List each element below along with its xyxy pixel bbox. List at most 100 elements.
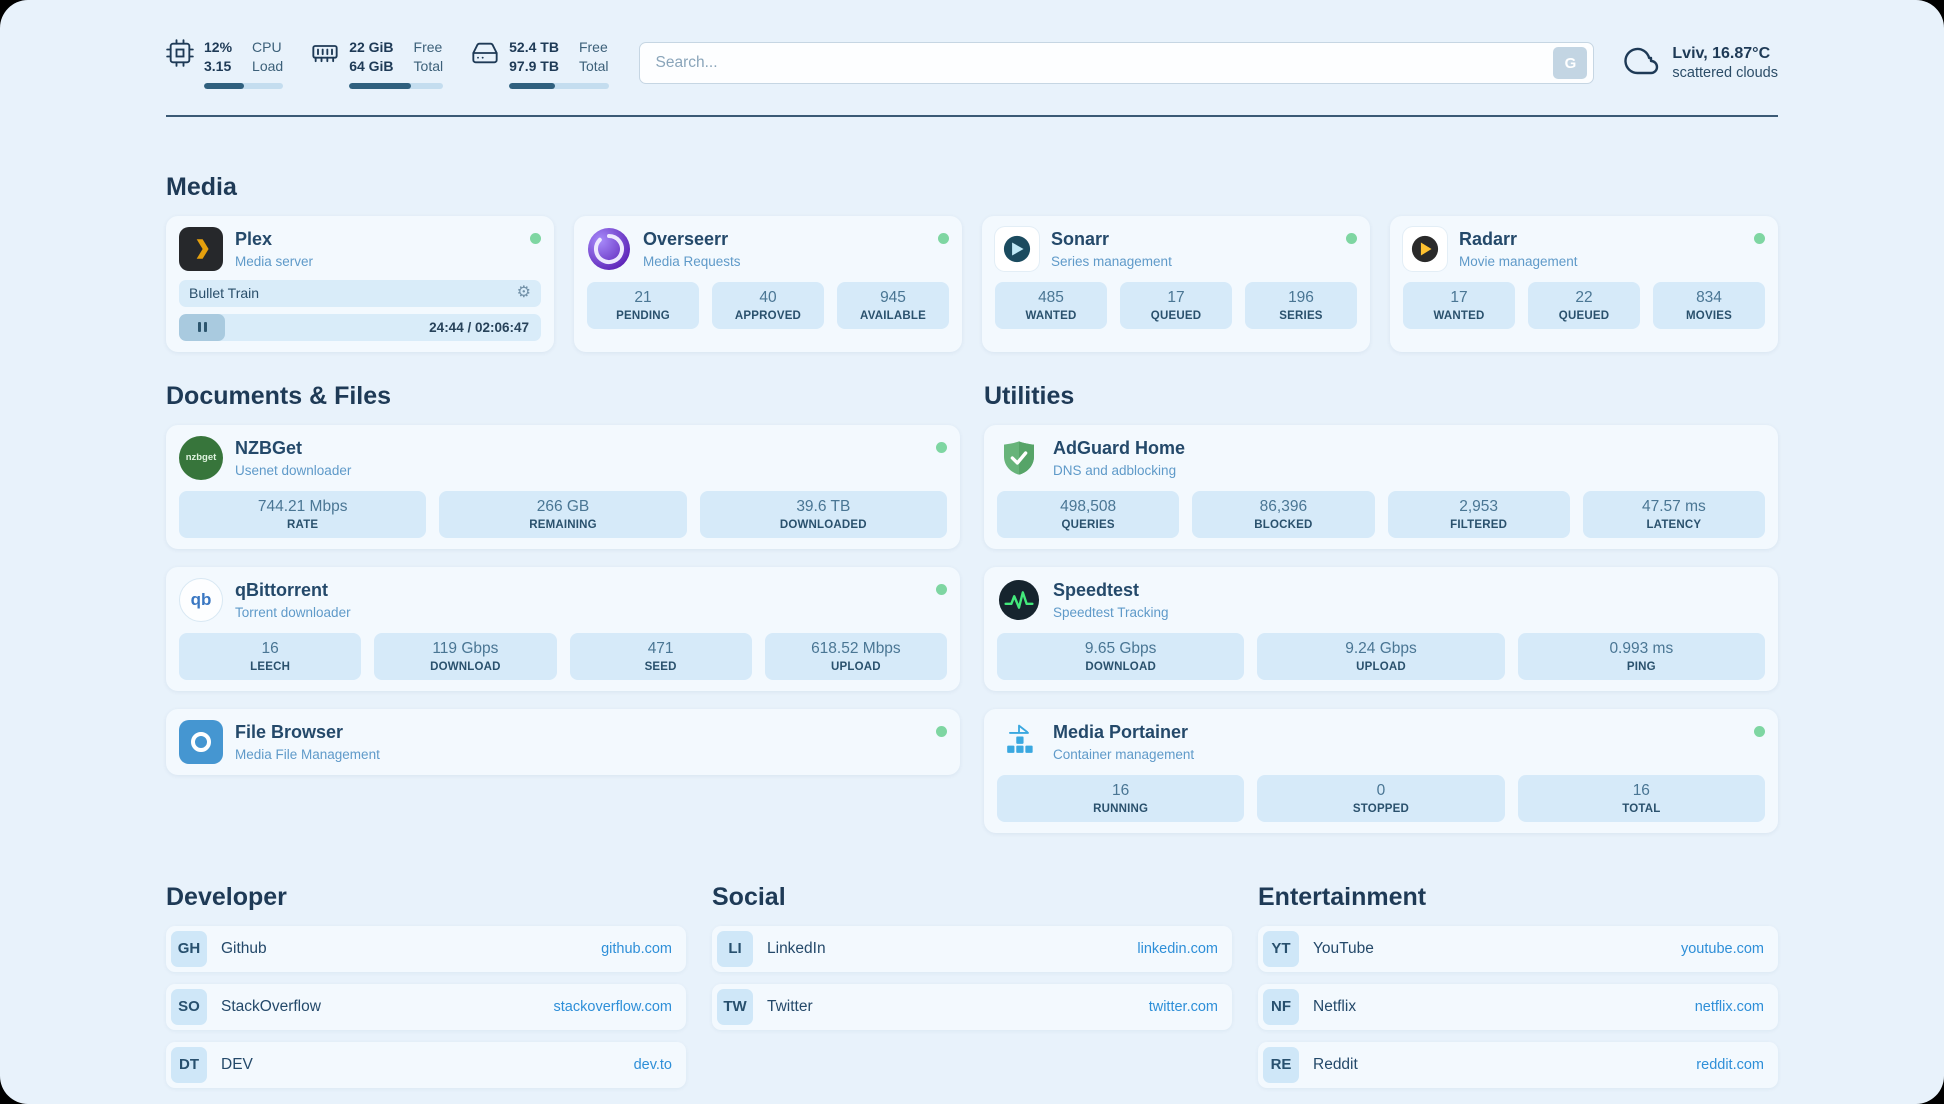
plex-icon <box>179 226 223 271</box>
app-card-speedtest[interactable]: Speedtest Speedtest Tracking 9.65 Gbps D… <box>984 566 1778 691</box>
nzbget-icon: nzbget <box>179 435 223 480</box>
cpu-icon <box>166 39 194 72</box>
bookmark-twitter[interactable]: TW Twitter twitter.com <box>712 983 1232 1030</box>
app-name: Speedtest <box>1053 579 1140 600</box>
stat-series: 196 SERIES <box>1245 281 1357 329</box>
stat-blocked: 86,396 BLOCKED <box>1192 490 1375 538</box>
now-playing-row: Bullet Train ⚙ <box>179 279 541 307</box>
stat-download: 119 Gbps DOWNLOAD <box>374 632 557 680</box>
cpu-percent: 12% <box>204 39 233 55</box>
ram-total: 64 GiB <box>349 57 394 74</box>
app-name: Sonarr <box>1051 228 1110 249</box>
filebrowser-icon <box>179 719 223 764</box>
cpu-label-1: CPU <box>252 39 282 55</box>
stat-ping: 0.993 ms PING <box>1517 632 1765 680</box>
ram-widget: 22 GiB 64 GiB Free Total <box>311 38 444 89</box>
search-engine-button[interactable]: G <box>1553 47 1588 80</box>
app-card-adguard[interactable]: AdGuard Home DNS and adblocking 498,508 … <box>984 424 1778 549</box>
qbittorrent-icon: qb <box>179 577 223 622</box>
media-section-title: Media <box>166 172 237 201</box>
status-dot <box>530 232 541 244</box>
stackoverflow-abbr-icon: SO <box>171 988 207 1025</box>
app-subtitle: Media Requests <box>643 253 741 269</box>
app-name: Overseerr <box>643 228 729 249</box>
bookmark-groups: Developer GH Github github.com SO StackO… <box>166 883 1778 1088</box>
bookmark-stackoverflow[interactable]: SO StackOverflow stackoverflow.com <box>166 983 686 1030</box>
stat-upload: 9.24 Gbps UPLOAD <box>1257 632 1505 680</box>
app-name: Media Portainer <box>1053 721 1189 742</box>
app-subtitle: Speedtest Tracking <box>1053 604 1169 620</box>
status-dot <box>936 725 947 737</box>
app-name: Radarr <box>1459 228 1518 249</box>
pause-button[interactable] <box>179 313 225 341</box>
ram-progress-bar <box>349 82 444 89</box>
app-subtitle: Usenet downloader <box>235 462 352 478</box>
cpu-loadavg: 3.15 <box>204 57 232 74</box>
stat-rate: 744.21 Mbps RATE <box>179 490 427 538</box>
ram-icon <box>311 39 339 72</box>
status-dot <box>936 441 947 453</box>
stat-queued: 22 QUEUED <box>1528 281 1640 329</box>
app-subtitle: Container management <box>1053 746 1195 762</box>
app-name: File Browser <box>235 721 344 742</box>
app-card-plex[interactable]: Plex Media server Bullet Train ⚙ 24:44 /… <box>166 215 554 352</box>
gear-icon[interactable]: ⚙ <box>516 284 531 302</box>
app-card-nzbget[interactable]: nzbget NZBGet Usenet downloader 744.21 M… <box>166 424 960 549</box>
app-card-overseerr[interactable]: Overseerr Media Requests 21 PENDING 40 A… <box>574 215 962 352</box>
dev-abbr-icon: DT <box>171 1046 207 1083</box>
ram-label-1: Free <box>413 39 443 55</box>
stat-running: 16 RUNNING <box>997 774 1245 822</box>
stat-seed: 471 SEED <box>569 632 752 680</box>
stat-pending: 21 PENDING <box>587 281 699 329</box>
speedtest-icon <box>997 578 1041 622</box>
bookmark-linkedin[interactable]: LI LinkedIn linkedin.com <box>712 925 1232 972</box>
stat-remaining: 266 GB REMAINING <box>439 490 687 538</box>
app-subtitle: Movie management <box>1459 253 1578 269</box>
twitter-abbr-icon: TW <box>717 988 753 1025</box>
app-card-sonarr[interactable]: Sonarr Series management 485 WANTED 17 Q… <box>982 215 1370 352</box>
app-card-portainer[interactable]: Media Portainer Container management 16 … <box>984 708 1778 833</box>
app-name: AdGuard Home <box>1053 437 1186 458</box>
status-dot <box>936 583 947 595</box>
cpu-progress-bar <box>204 82 284 89</box>
cloud-icon <box>1624 43 1660 84</box>
bookmark-github[interactable]: GH Github github.com <box>166 925 686 972</box>
weather-widget: Lviv, 16.87°C scattered clouds <box>1624 43 1778 84</box>
bookmark-dev[interactable]: DT DEV dev.to <box>166 1041 686 1088</box>
app-name: NZBGet <box>235 437 302 458</box>
search-bar: G <box>638 42 1595 85</box>
bookmark-youtube[interactable]: YT YouTube youtube.com <box>1258 925 1778 972</box>
stat-upload: 618.52 Mbps UPLOAD <box>764 632 947 680</box>
utilities-section-title: Utilities <box>984 381 1075 410</box>
disk-free: 52.4 TB <box>509 39 559 55</box>
bookmark-reddit[interactable]: RE Reddit reddit.com <box>1258 1041 1778 1088</box>
github-abbr-icon: GH <box>171 930 207 967</box>
developer-group-title: Developer <box>166 882 287 911</box>
portainer-icon <box>997 720 1041 764</box>
stat-stopped: 0 STOPPED <box>1257 774 1505 822</box>
disk-icon <box>471 39 499 72</box>
sonarr-icon <box>995 226 1039 271</box>
cpu-widget: 12% 3.15 CPU Load <box>166 38 284 89</box>
app-card-filebrowser[interactable]: File Browser Media File Management <box>166 708 960 775</box>
app-card-radarr[interactable]: Radarr Movie management 17 WANTED 22 QUE… <box>1390 215 1778 352</box>
header-divider <box>166 114 1778 117</box>
search-input[interactable] <box>655 54 1554 73</box>
stat-leech: 16 LEECH <box>179 632 362 680</box>
app-subtitle: DNS and adblocking <box>1053 462 1177 478</box>
app-card-qbittorrent[interactable]: qb qBittorrent Torrent downloader 16 LEE… <box>166 566 960 691</box>
status-dot <box>1754 725 1765 737</box>
radarr-icon <box>1403 226 1447 271</box>
section-documents: Documents & Files nzbget NZBGet Usenet d… <box>166 382 960 775</box>
status-dot <box>1754 232 1765 244</box>
app-subtitle: Series management <box>1051 253 1172 269</box>
youtube-abbr-icon: YT <box>1263 930 1299 967</box>
bookmark-netflix[interactable]: NF Netflix netflix.com <box>1258 983 1778 1030</box>
linkedin-abbr-icon: LI <box>717 930 753 967</box>
bookmark-group-developer: Developer GH Github github.com SO StackO… <box>166 883 686 1088</box>
stat-wanted: 17 WANTED <box>1403 281 1515 329</box>
app-name: qBittorrent <box>235 579 328 600</box>
playback-progress-bar[interactable]: 24:44 / 02:06:47 <box>179 313 541 341</box>
dashboard-content: 12% 3.15 CPU Load <box>166 0 1778 1088</box>
